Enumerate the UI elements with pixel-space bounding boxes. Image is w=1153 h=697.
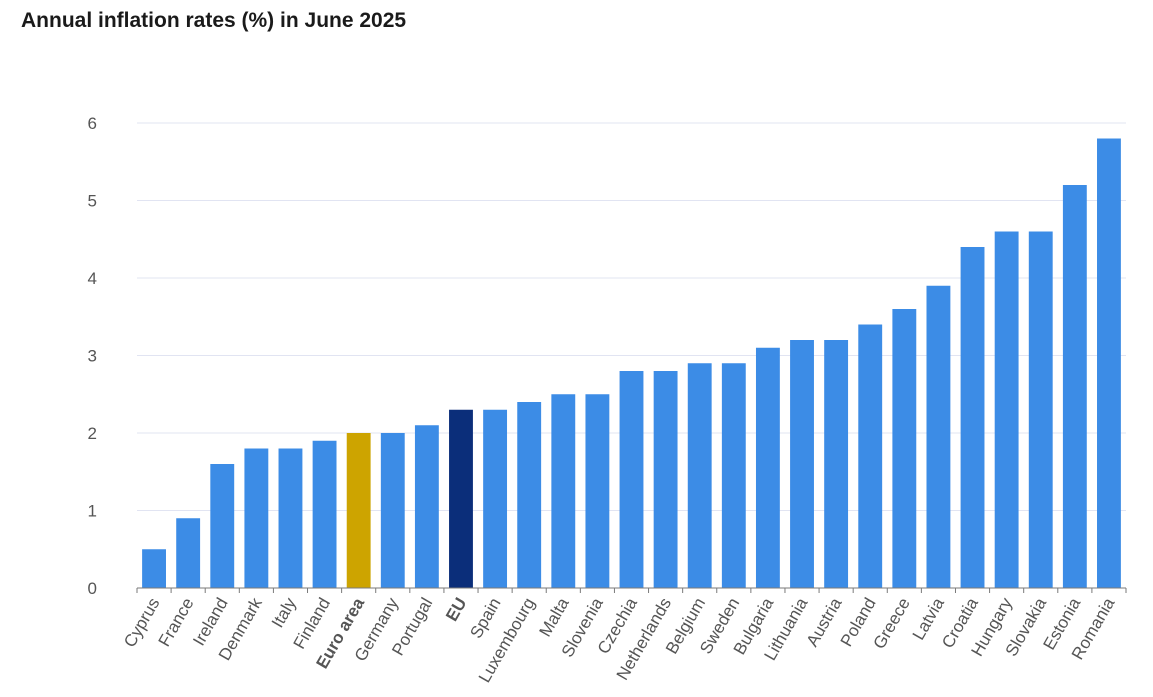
bar (176, 518, 201, 588)
bar (824, 340, 849, 588)
y-axis-ticks: 0 1 2 3 4 5 6 (88, 114, 97, 598)
bar (210, 464, 235, 588)
bar (721, 363, 746, 588)
bars (142, 138, 1121, 588)
y-tick-label: 1 (88, 502, 97, 521)
y-tick-label: 0 (88, 579, 97, 598)
bar (755, 347, 780, 588)
y-tick-label: 4 (88, 269, 97, 288)
bar (414, 425, 439, 588)
bar (278, 448, 303, 588)
bar (926, 285, 951, 588)
bar (585, 394, 610, 588)
y-tick-label: 6 (88, 114, 97, 133)
y-tick-label: 5 (88, 192, 97, 211)
bar (619, 371, 644, 588)
x-tick-label: Italy (268, 594, 300, 631)
bar (687, 363, 712, 588)
bar (960, 247, 985, 588)
y-tick-label: 2 (88, 424, 97, 443)
bar (994, 231, 1019, 588)
bar (380, 433, 405, 588)
bar (346, 433, 371, 588)
bar (1097, 138, 1121, 588)
bar (858, 324, 883, 588)
bar (892, 309, 917, 588)
bar (312, 440, 337, 588)
bar (1028, 231, 1053, 588)
bar (653, 371, 678, 588)
bar (1062, 185, 1087, 588)
bar (551, 394, 576, 588)
bar (790, 340, 814, 588)
bar (244, 448, 269, 588)
x-tick-label: EU (442, 595, 470, 625)
bar (142, 549, 166, 588)
bar (449, 409, 473, 588)
chart-title: Annual inflation rates (%) in June 2025 (21, 9, 407, 32)
bar (483, 409, 508, 588)
y-tick-label: 3 (88, 347, 97, 366)
bar (517, 402, 542, 588)
x-axis (136, 587, 1127, 593)
